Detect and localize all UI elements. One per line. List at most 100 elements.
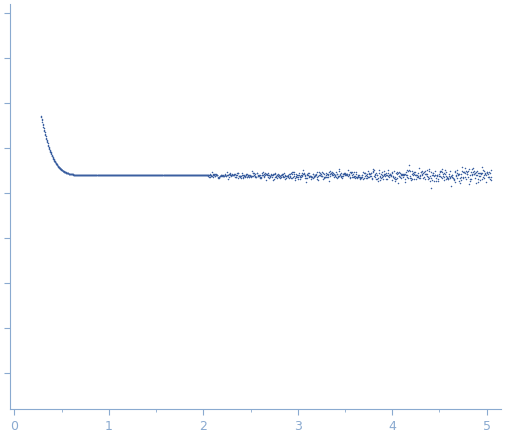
Point	[99, 172, 108, 179]
Point	[199, 172, 208, 179]
Point	[415, 175, 423, 182]
Point	[346, 175, 355, 182]
Point	[338, 174, 346, 181]
Point	[74, 171, 82, 178]
Point	[376, 173, 384, 180]
Point	[252, 170, 261, 177]
Point	[476, 170, 484, 177]
Point	[259, 172, 267, 179]
Point	[76, 172, 84, 179]
Point	[208, 169, 216, 176]
Point	[155, 172, 163, 179]
Point	[348, 169, 357, 176]
Point	[292, 171, 300, 178]
Point	[260, 173, 268, 180]
Point	[177, 172, 185, 179]
Point	[259, 169, 267, 176]
Point	[472, 168, 480, 175]
Point	[289, 169, 297, 176]
Point	[193, 172, 201, 179]
Point	[164, 172, 172, 179]
Point	[197, 172, 205, 179]
Point	[234, 174, 242, 181]
Point	[281, 171, 289, 178]
Point	[211, 173, 219, 180]
Point	[423, 172, 431, 179]
Point	[104, 172, 112, 179]
Point	[462, 165, 470, 172]
Point	[219, 172, 227, 179]
Point	[195, 172, 204, 179]
Point	[310, 170, 318, 177]
Point	[460, 174, 468, 181]
Point	[57, 166, 65, 173]
Point	[321, 173, 329, 180]
Point	[436, 167, 444, 174]
Point	[476, 176, 484, 183]
Point	[126, 172, 134, 179]
Point	[100, 172, 109, 179]
Point	[62, 169, 70, 176]
Point	[302, 170, 311, 177]
Point	[415, 165, 423, 172]
Point	[299, 171, 307, 178]
Point	[346, 173, 354, 180]
Point	[78, 172, 86, 179]
Point	[375, 169, 383, 176]
Point	[422, 171, 430, 178]
Point	[147, 172, 155, 179]
Point	[121, 172, 129, 179]
Point	[453, 170, 461, 177]
Point	[263, 171, 271, 178]
Point	[190, 172, 198, 179]
Point	[450, 179, 459, 186]
Point	[392, 176, 400, 183]
Point	[409, 171, 417, 178]
Point	[356, 175, 364, 182]
Point	[361, 173, 369, 180]
Point	[120, 172, 128, 179]
Point	[72, 171, 80, 178]
Point	[66, 170, 74, 177]
Point	[480, 171, 488, 178]
Point	[304, 169, 312, 176]
Point	[150, 172, 159, 179]
Point	[59, 168, 67, 175]
Point	[241, 173, 249, 180]
Point	[228, 172, 236, 179]
Point	[165, 172, 173, 179]
Point	[323, 170, 331, 177]
Point	[108, 172, 116, 179]
Point	[275, 174, 283, 181]
Point	[105, 172, 113, 179]
Point	[116, 172, 124, 179]
Point	[238, 169, 246, 176]
Point	[279, 173, 287, 180]
Point	[163, 172, 171, 179]
Point	[470, 170, 478, 177]
Point	[183, 172, 191, 179]
Point	[108, 172, 116, 179]
Point	[153, 172, 161, 179]
Point	[285, 173, 293, 180]
Point	[141, 172, 149, 179]
Point	[132, 172, 140, 179]
Point	[365, 170, 373, 177]
Point	[398, 172, 406, 179]
Point	[203, 172, 211, 179]
Point	[433, 171, 441, 178]
Point	[464, 170, 472, 177]
Point	[304, 174, 312, 181]
Point	[78, 172, 86, 179]
Point	[175, 172, 183, 179]
Point	[295, 171, 304, 178]
Point	[451, 172, 460, 179]
Point	[166, 172, 174, 179]
Point	[37, 114, 45, 121]
Point	[81, 172, 89, 179]
Point	[152, 172, 160, 179]
Point	[357, 173, 365, 180]
Point	[238, 171, 246, 178]
Point	[263, 171, 271, 178]
Point	[220, 173, 228, 180]
